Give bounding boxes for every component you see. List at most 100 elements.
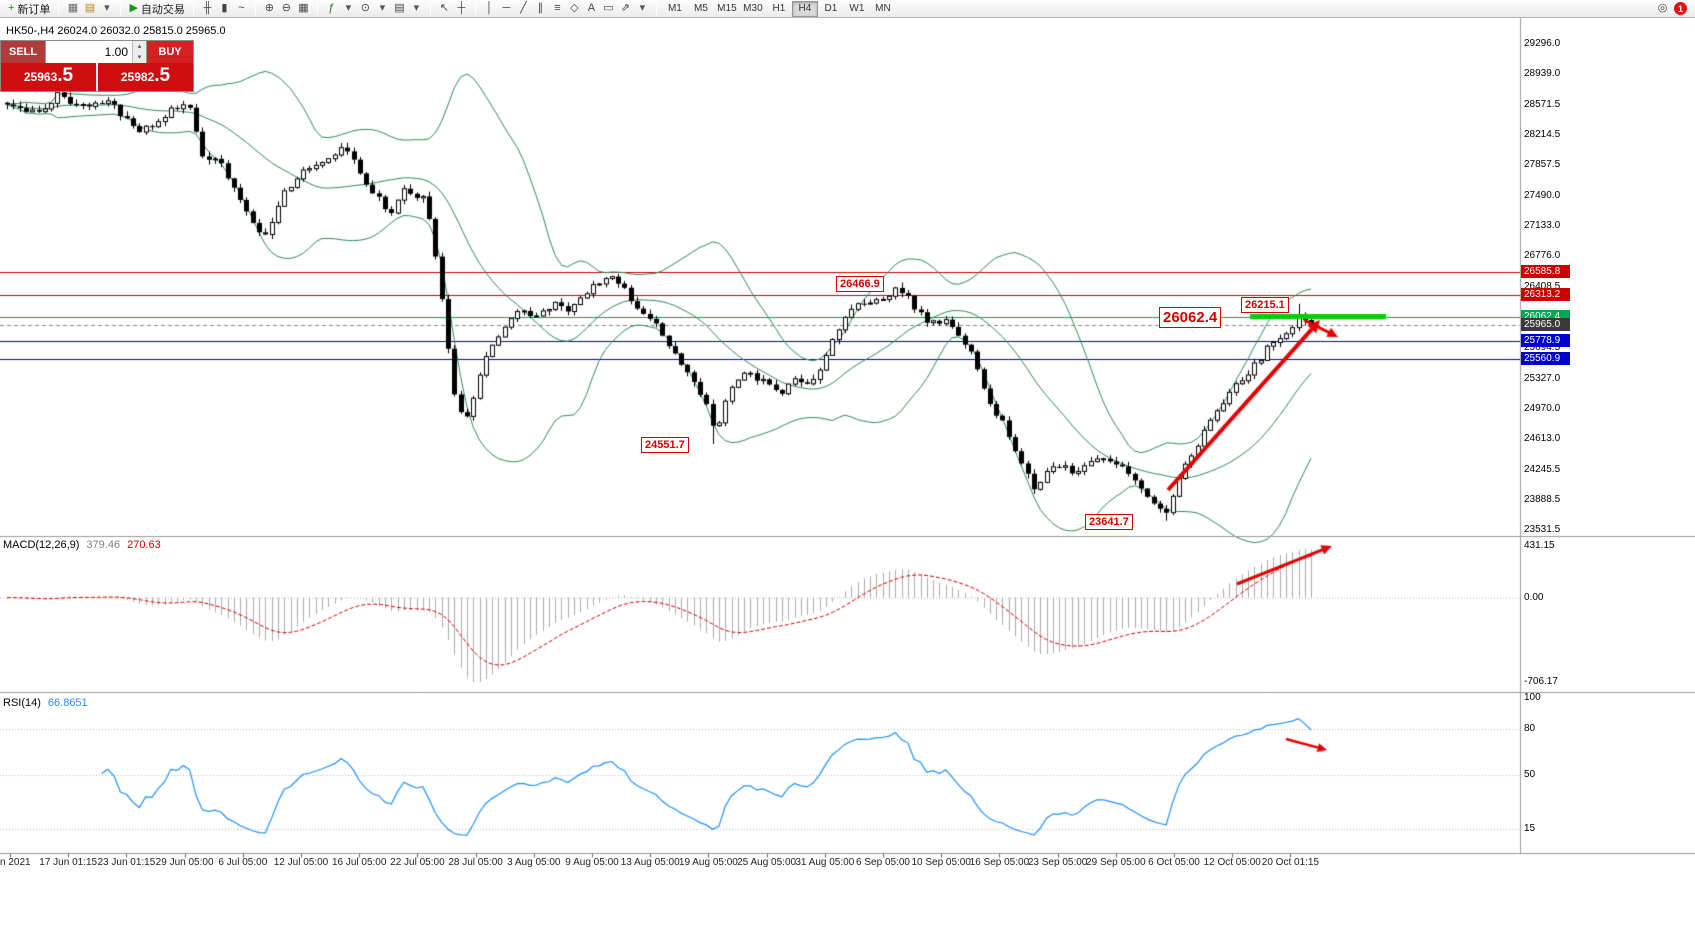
chart-type-group: ╫ ▮ ~ [197, 0, 252, 17]
price-annotation: 26062.4 [1159, 307, 1222, 328]
timeframe-m15-button[interactable]: M15 [714, 1, 740, 17]
window-group: ▦ ▤ ▾ [62, 0, 117, 17]
time-axis-label: 16 Sep 05:00 [969, 857, 1030, 868]
price-axis-label: 25694.5 [1524, 341, 1561, 353]
templates-menu-button[interactable]: ▾ [408, 1, 425, 17]
price-annotation: 26215.1 [1241, 297, 1289, 313]
new-chart-button[interactable]: ▦ [64, 1, 81, 17]
price-axis-label: 23531.5 [1524, 524, 1561, 535]
spin-down-icon: ▾ [137, 54, 142, 61]
indicators-button[interactable]: ƒ [323, 1, 340, 17]
periods-button[interactable]: ⊙ [357, 1, 374, 17]
chevron-down-icon: ▾ [639, 2, 646, 14]
buy-price-pips: .5 [154, 65, 171, 86]
profiles-icon: ▤ [84, 2, 96, 14]
time-axis-label: 6 Oct 05:00 [1148, 857, 1200, 868]
bar-chart-icon: ╫ [203, 2, 212, 14]
new-chart-icon: ▦ [67, 2, 79, 14]
crosshair-icon: ┼ [457, 2, 466, 14]
toolbar-separator [655, 2, 657, 15]
timeframe-m1-button[interactable]: M1 [662, 1, 688, 17]
volume-increase-button[interactable]: ▴ [133, 41, 146, 52]
arrows-menu-button[interactable]: ▾ [634, 1, 651, 17]
zoom-group: ⊕ ⊖ ▦ [259, 0, 314, 17]
time-axis-label: 3 Aug 05:00 [507, 857, 561, 868]
new-order-label: 新订单 [17, 3, 51, 16]
rsi-title: RSI(14) [3, 697, 41, 709]
volume-input[interactable]: 1.00 [104, 45, 128, 59]
channel-button[interactable]: ∥ [532, 1, 549, 17]
text-icon: A [587, 2, 596, 14]
rsi-axis-label: 50 [1524, 769, 1536, 780]
search-icon: ◎ [1657, 2, 1668, 14]
auto-trading-button[interactable]: ▶ 自动交易 [126, 1, 187, 17]
templates-button[interactable]: ▤ [391, 1, 408, 17]
profiles-button[interactable]: ▤ [81, 1, 98, 17]
new-order-button[interactable]: + 新订单 [5, 1, 53, 17]
price-axis-label: 28939.0 [1524, 68, 1561, 80]
text-button[interactable]: A [583, 1, 600, 17]
timeframe-h4-button[interactable]: H4 [791, 0, 818, 17]
tile-windows-icon: ▦ [298, 2, 309, 14]
shapes-button[interactable]: ◇ [566, 1, 583, 17]
timeframe-m30-button[interactable]: M30 [740, 1, 766, 17]
timeframe-mn-button[interactable]: MN [870, 1, 896, 17]
bar-chart-button[interactable]: ╫ [199, 1, 216, 17]
price-annotation: 23641.7 [1085, 514, 1133, 530]
notification-badge[interactable]: 1 [1674, 2, 1687, 15]
sell-price[interactable]: 25963.5 [1, 63, 96, 91]
periods-menu-button[interactable]: ▾ [374, 1, 391, 17]
volume-control: 1.00 ▴ ▾ [45, 41, 147, 63]
auto-trading-label: 自动交易 [140, 3, 185, 16]
label-button[interactable]: ▭ [600, 1, 617, 17]
buy-price-main: 25982 [120, 70, 155, 84]
sell-price-main: 25963 [23, 70, 58, 84]
macd-axis-label: 0.00 [1524, 591, 1544, 603]
rsi-value: 66.8651 [47, 697, 88, 709]
trendline-button[interactable]: ╱ [515, 1, 532, 17]
candlestick-chart-button[interactable]: ▮ [216, 1, 233, 17]
arrows-tool-button[interactable]: ⇗ [617, 1, 634, 17]
macd-indicator-label: MACD(12,26,9) 379.46 270.63 [3, 539, 161, 551]
tile-windows-button[interactable]: ▦ [295, 1, 312, 17]
cursor-button[interactable]: ↖ [436, 1, 453, 17]
vertical-line-button[interactable]: │ [481, 1, 498, 17]
volume-spinners: ▴ ▾ [132, 41, 146, 63]
crosshair-button[interactable]: ┼ [453, 1, 470, 17]
volume-decrease-button[interactable]: ▾ [133, 52, 146, 63]
price-axis-label: 26776.0 [1524, 250, 1561, 262]
buy-price[interactable]: 25982.5 [98, 63, 193, 91]
time-axis-label: 19 Aug 05:00 [678, 857, 738, 868]
indicators-menu-button[interactable]: ▾ [340, 1, 357, 17]
zoom-out-button[interactable]: ⊖ [278, 1, 295, 17]
time-axis-label: 29 Sep 05:00 [1086, 857, 1146, 868]
timeframe-h1-button[interactable]: H1 [766, 1, 792, 17]
cursor-group: ↖ ┼ [434, 0, 472, 17]
sell-button[interactable]: SELL [1, 41, 45, 63]
main-toolbar: + 新订单 ▦ ▤ ▾ ▶ 自动交易 ╫ ▮ ~ ⊕ ⊖ ▦ ƒ ▾ ⊙ ▾ ▤ ▾ ↖ ┼ │ ─ ╱ ∥ ≡ ◇ A ▭ ⇗ ▾ M1 M5… [0, 0, 1695, 18]
zoom-in-button[interactable]: ⊕ [261, 1, 278, 17]
toolbar-separator [316, 2, 318, 15]
toolbar-separator [120, 2, 122, 15]
timeframe-m5-button[interactable]: M5 [688, 1, 714, 17]
quick-search-button[interactable]: ◎ [1654, 1, 1671, 17]
price-level-flag: 25965.0 [1521, 317, 1570, 331]
timeframe-w1-button[interactable]: W1 [844, 1, 870, 17]
spin-up-icon: ▴ [137, 43, 142, 50]
fibonacci-button[interactable]: ≡ [549, 1, 566, 17]
time-axis-label: 12 Oct 05:00 [1203, 857, 1261, 868]
profiles-menu-button[interactable]: ▾ [98, 1, 115, 17]
line-chart-button[interactable]: ~ [233, 1, 250, 17]
rsi-axis-label: 80 [1524, 722, 1536, 734]
cursor-icon: ↖ [439, 2, 450, 14]
price-annotation: 26466.9 [836, 276, 884, 292]
macd-axis-label: 431.15 [1524, 540, 1555, 552]
rsi-axis-label: 15 [1524, 822, 1536, 834]
horizontal-line-button[interactable]: ─ [498, 1, 515, 17]
trendline-icon: ╱ [520, 2, 527, 14]
buy-button[interactable]: BUY [147, 41, 193, 63]
timeframe-d1-button[interactable]: D1 [818, 1, 844, 17]
toolbar-separator [192, 2, 194, 15]
time-axis-label: 6 Jul 05:00 [218, 857, 268, 868]
